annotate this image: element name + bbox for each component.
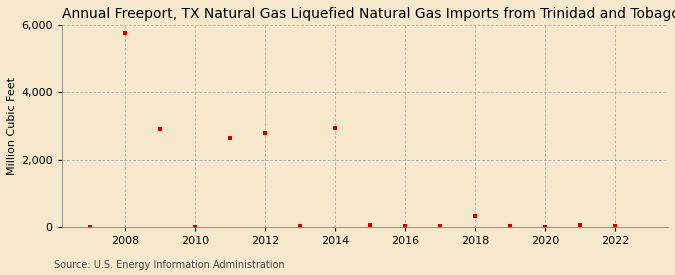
Text: Source: U.S. Energy Information Administration: Source: U.S. Energy Information Administ… — [54, 260, 285, 270]
Y-axis label: Million Cubic Feet: Million Cubic Feet — [7, 77, 17, 175]
Text: Annual Freeport, TX Natural Gas Liquefied Natural Gas Imports from Trinidad and : Annual Freeport, TX Natural Gas Liquefie… — [62, 7, 675, 21]
